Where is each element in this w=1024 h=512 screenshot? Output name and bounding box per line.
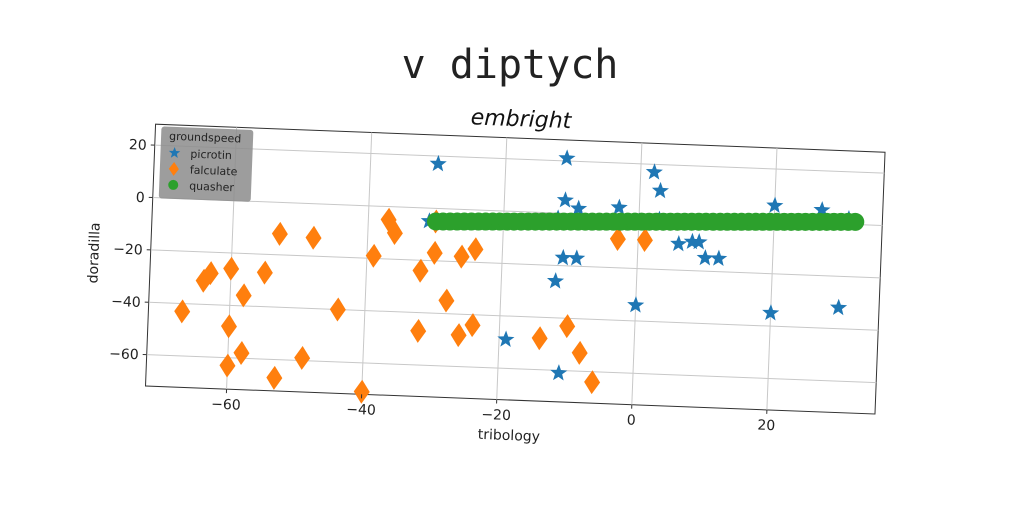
x-gridline [766,148,778,410]
data-point-picrotin [550,364,568,381]
y-axis-label: doradilla [85,222,103,283]
y-tick-label: −20 [113,241,143,258]
data-point-falculate [464,313,481,338]
data-point-picrotin [762,304,780,321]
data-point-falculate [329,297,346,322]
data-point-falculate [223,256,240,281]
legend-title: groundspeed [169,130,242,146]
x-gridline [496,137,508,400]
data-point-picrotin [558,149,576,166]
data-point-picrotin [610,198,628,216]
data-point-picrotin [627,296,645,313]
data-point-falculate [271,221,288,246]
y-tick-label: −40 [111,294,141,311]
y-gridline [154,144,885,174]
data-point-falculate [386,221,403,246]
data-point-falculate [467,237,484,262]
x-gridline [361,132,373,395]
data-point-falculate [571,340,588,365]
data-point-falculate [609,226,626,251]
data-point-picrotin [568,249,586,266]
x-axis-label: tribology [477,427,540,445]
y-gridline [148,301,879,331]
plot-area [144,123,886,415]
data-point-picrotin [683,232,701,250]
data-point-picrotin [696,249,714,266]
y-tick-label: 20 [129,137,147,154]
data-layer [174,149,865,404]
y-tick-label: −60 [109,346,139,363]
data-point-falculate [220,314,237,339]
data-point-picrotin [690,233,708,250]
data-point-picrotin [645,163,663,180]
chart-title: embright [470,105,573,134]
data-point-falculate [636,228,653,253]
series-falculate [174,207,653,404]
data-point-falculate [195,268,212,293]
data-point-falculate [233,341,250,365]
legend-label-quasher: quasher [189,180,235,195]
data-point-falculate [365,243,382,268]
legend-label-falculate: falculate [190,164,238,179]
y-tick-label: 0 [135,190,145,206]
data-point-falculate [559,314,576,339]
data-point-picrotin [546,272,565,289]
chart-suptitle: v diptych [402,42,619,88]
data-point-picrotin [497,330,515,348]
data-point-picrotin [570,199,588,217]
y-gridline [150,249,881,279]
data-point-picrotin [651,181,669,199]
data-point-falculate [531,326,548,351]
data-point-falculate [453,244,470,269]
data-point-falculate [353,379,370,404]
data-point-picrotin [710,249,728,267]
data-point-falculate [450,323,467,348]
data-point-picrotin [830,298,848,316]
data-point-falculate [584,370,601,395]
data-point-falculate [174,299,191,324]
data-point-picrotin [670,234,688,252]
legend-marker-falculate [168,161,179,176]
x-tick-label: 0 [626,413,636,429]
legend-label-picrotin: picrotin [190,148,232,163]
data-point-quasher [846,212,865,231]
data-point-falculate [266,365,283,390]
data-point-falculate [256,260,273,285]
series-quasher [426,212,865,231]
x-tick-label: −20 [481,407,511,424]
y-gridline [146,354,877,384]
legend-marker-quasher [168,179,179,190]
tick-labels: −60 −40 −20 0 20 −60 −40 −20 0 20 [109,137,776,435]
data-point-falculate [412,258,429,283]
data-point-picrotin [766,196,784,214]
legend-marker-picrotin [168,146,181,158]
data-point-picrotin [554,248,572,266]
data-point-picrotin [556,191,574,208]
x-tick-label: 20 [757,418,775,435]
x-tick-label: −60 [211,397,241,414]
data-point-falculate [294,345,311,370]
data-point-falculate [410,318,427,343]
data-point-falculate [438,288,455,313]
data-point-falculate [305,225,322,250]
data-point-falculate [219,353,236,378]
legend-box [158,126,254,202]
x-tick-label: −40 [346,402,376,419]
data-point-picrotin [429,154,447,172]
data-point-falculate [235,283,252,308]
grid [146,127,885,410]
data-point-falculate [426,240,443,265]
data-point-falculate [380,207,397,232]
x-gridline [631,142,643,405]
